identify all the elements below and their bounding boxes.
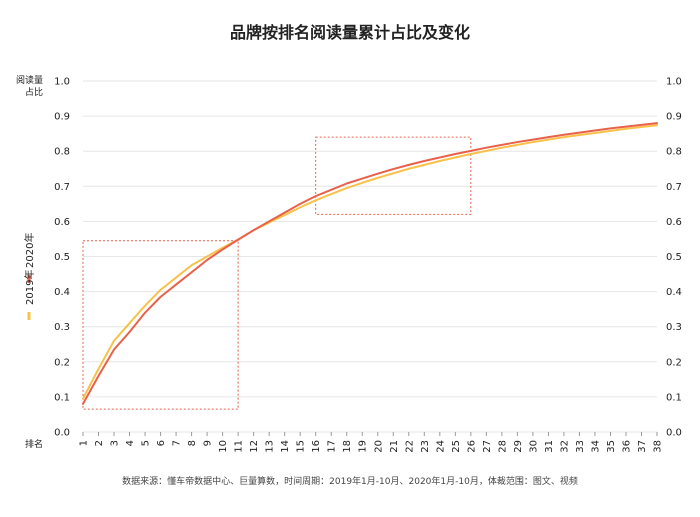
x-tick-label: 16 (311, 440, 322, 453)
x-tick-label: 29 (513, 440, 524, 453)
series-line (82, 124, 658, 400)
legend: 2020年 2019年 (23, 233, 36, 320)
y-ticks-right: 0.0 0.1 0.2 0.3 0.4 0.5 0.6 0.7 0.8 0.9 1.0 (666, 77, 682, 439)
x-tick-label: 6 (156, 440, 167, 446)
x-tick-label: 32 (559, 440, 570, 453)
x-tick-label: 1 (79, 440, 90, 446)
y-tick-label-right: 0.0 (666, 428, 682, 439)
x-tick-label: 11 (234, 440, 245, 453)
x-tick-label: 28 (497, 440, 508, 453)
y-axis-label-line2: 占比 (25, 86, 43, 98)
grid-lines (83, 80, 657, 433)
x-tick-label: 27 (482, 440, 493, 453)
x-axis-label: 排名 (25, 438, 43, 450)
x-tick-label: 7 (172, 440, 183, 446)
y-ticks-left: 0.0 0.1 0.2 0.3 0.4 0.5 0.6 0.7 0.8 0.9 1.0 (54, 77, 70, 439)
annotation-box (315, 136, 472, 215)
x-tick-label: 24 (435, 440, 446, 453)
x-tick-label: 33 (575, 440, 586, 453)
y-tick-label: 0.7 (54, 182, 70, 193)
x-tick-label: 26 (466, 440, 477, 453)
x-tick-label: 4 (125, 440, 136, 446)
x-tick-label: 15 (296, 440, 307, 453)
x-tick-label: 36 (621, 440, 632, 453)
legend-label-2019: 2019年 (23, 270, 36, 305)
x-tick-label: 8 (187, 440, 198, 446)
x-tick-label: 19 (358, 440, 369, 453)
x-tick-label: 22 (404, 440, 415, 453)
x-tick-label: 18 (342, 440, 353, 453)
y-tick-label-right: 0.2 (666, 357, 682, 368)
y-tick-label: 0.8 (54, 147, 70, 158)
series-line (82, 122, 658, 405)
y-tick-label-right: 0.9 (666, 112, 682, 123)
y-tick-label: 1.0 (54, 77, 70, 88)
legend-label-2020: 2020年 (23, 233, 36, 268)
y-axis-label-line1: 阅读量 (16, 74, 43, 86)
y-tick-label-right: 0.5 (666, 252, 682, 263)
footnote: 数据来源：懂车帝数据中心、巨量算数，时间周期：2019年1月-10月、2020年… (122, 475, 578, 487)
x-tick-label: 20 (373, 440, 384, 453)
x-tick-label: 37 (637, 440, 648, 453)
x-ticks: 1 2 3 4 5 6 7 8 9 10 11 12 13 14 15 16 17 18 19 20 21 22 23 24 2… (79, 432, 664, 453)
y-tick-label-right: 0.1 (666, 392, 682, 403)
y-tick-label-right: 0.7 (666, 182, 682, 193)
annotation-box (82, 240, 239, 410)
y-tick-label: 0.2 (54, 357, 70, 368)
x-tick-label: 38 (653, 440, 664, 453)
x-tick-label: 25 (451, 440, 462, 453)
y-tick-label-right: 0.8 (666, 147, 682, 158)
x-tick-label: 10 (218, 440, 229, 453)
y-tick-label: 0.6 (54, 217, 70, 228)
y-tick-label-right: 0.4 (666, 287, 682, 298)
y-tick-label-right: 0.6 (666, 217, 682, 228)
y-tick-label-right: 0.3 (666, 322, 682, 333)
x-tick-label: 14 (280, 440, 291, 453)
series-lines (82, 122, 658, 405)
chart-title: 品牌按排名阅读量累计占比及变化 (230, 23, 470, 42)
x-tick-label: 3 (110, 440, 121, 446)
annotation-boxes (82, 136, 472, 410)
x-tick-label: 9 (203, 440, 214, 446)
y-tick-label-right: 1.0 (666, 77, 682, 88)
y-tick-label: 0.9 (54, 112, 70, 123)
x-tick-label: 17 (327, 440, 338, 453)
x-tick-label: 35 (606, 440, 617, 453)
x-tick-label: 30 (528, 440, 539, 453)
x-tick-label: 5 (141, 440, 152, 446)
y-tick-label: 0.1 (54, 392, 70, 403)
x-tick-label: 12 (249, 440, 260, 453)
y-tick-label: 0.0 (54, 428, 70, 439)
y-tick-label: 0.5 (54, 252, 70, 263)
x-tick-label: 21 (389, 440, 400, 453)
x-tick-label: 34 (590, 440, 601, 453)
x-tick-label: 31 (544, 440, 555, 453)
y-tick-label: 0.3 (54, 322, 70, 333)
x-tick-label: 23 (420, 440, 431, 453)
x-tick-label: 13 (265, 440, 276, 453)
y-tick-label: 0.4 (54, 287, 70, 298)
x-tick-label: 2 (94, 440, 105, 446)
